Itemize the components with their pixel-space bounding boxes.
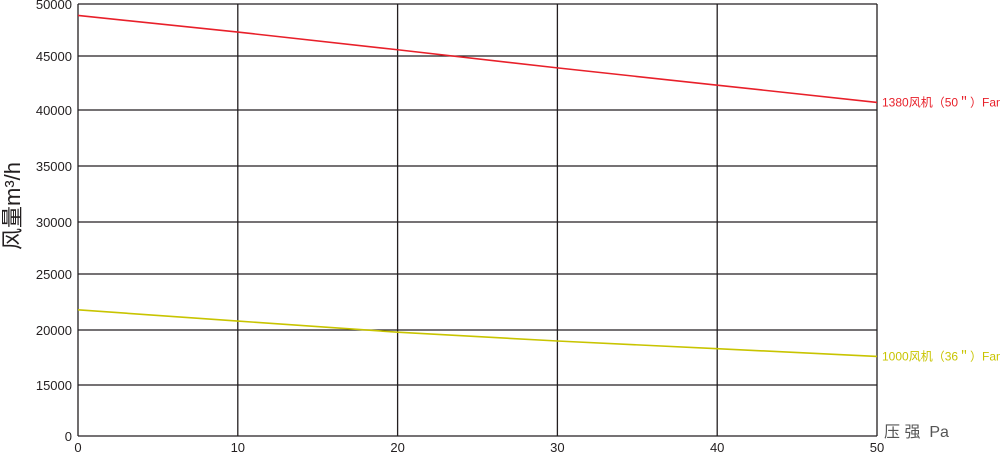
x-tick-labels: 0 10 20 30 40 50 bbox=[74, 440, 884, 455]
y-axis-label: 风量m³/h bbox=[0, 162, 25, 250]
x-tick-label: 0 bbox=[74, 440, 81, 452]
series-line-0 bbox=[77, 14, 878, 104]
y-tick-label: 45000 bbox=[36, 49, 72, 64]
x-tick-label: 10 bbox=[231, 440, 245, 452]
x-tick-label: 20 bbox=[390, 440, 404, 452]
y-tick-label: 20000 bbox=[36, 323, 72, 338]
grid bbox=[77, 3, 878, 437]
y-tick-label: 30000 bbox=[36, 215, 72, 230]
y-tick-label: 35000 bbox=[36, 159, 72, 174]
series: 1380风机（50＂）Fan 1000风机（36＂）Fan bbox=[77, 14, 1000, 363]
y-tick-label: 50000 bbox=[36, 0, 72, 12]
x-tick-label: 40 bbox=[710, 440, 724, 452]
y-tick-label: 25000 bbox=[36, 267, 72, 282]
x-tick-label: 50 bbox=[870, 440, 884, 452]
x-tick-label: 30 bbox=[550, 440, 564, 452]
series-label-1: 1000风机（36＂）Fan bbox=[882, 349, 1000, 363]
series-line-1 bbox=[77, 309, 878, 358]
x-axis-label: 压 强 Pa bbox=[884, 424, 949, 441]
y-tick-label: 40000 bbox=[36, 103, 72, 118]
y-tick-label: 0 bbox=[65, 429, 72, 444]
y-tick-labels: 0 15000 20000 25000 30000 35000 40000 45000 5000… bbox=[36, 0, 72, 444]
y-tick-label: 15000 bbox=[36, 378, 72, 393]
series-label-0: 1380风机（50＂）Fan bbox=[882, 95, 1000, 109]
